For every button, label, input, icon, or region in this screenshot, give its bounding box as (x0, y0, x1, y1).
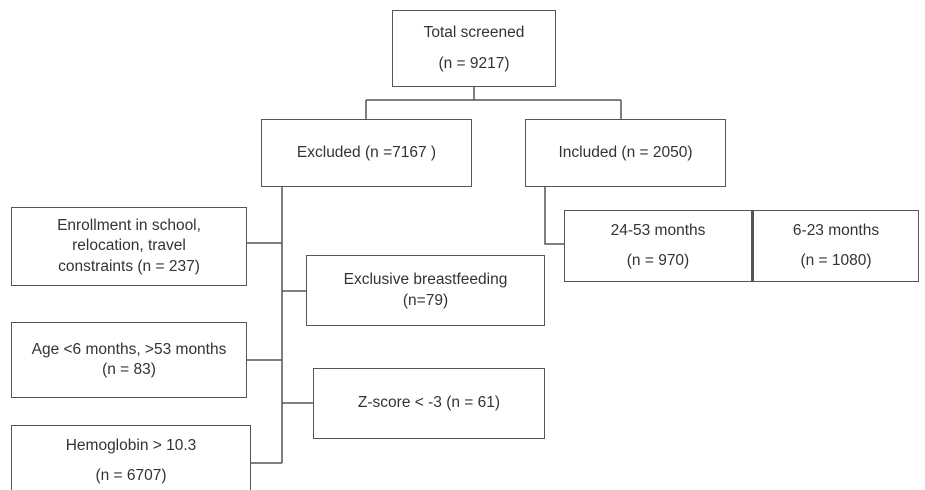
age-exclusion-box: Age <6 months, >53 months (n = 83) (11, 322, 247, 398)
group-24-53-count: (n = 970) (626, 252, 690, 269)
connector-included-groups (544, 187, 564, 245)
enrollment-line-2: relocation, travel (72, 237, 186, 255)
zscore-exclusion-box: Z-score < -3 (n = 61) (313, 368, 545, 439)
total-screened-label: Total screened (423, 24, 525, 42)
included-box: Included (n = 2050) (525, 119, 726, 187)
group-6-23-label: 6-23 months (792, 221, 880, 239)
total-screened-count: (n = 9217) (438, 54, 510, 72)
breastfeeding-label: Exclusive breastfeeding (343, 271, 508, 289)
zscore-label: Z-score < -3 (n = 61) (357, 394, 501, 412)
group-6-23-count: (n = 1080) (800, 252, 872, 269)
breastfeeding-count: (n=79) (402, 291, 449, 309)
breastfeeding-exclusion-box: Exclusive breastfeeding (n=79) (306, 255, 545, 326)
group-24-53-label: 24-53 months (610, 221, 706, 239)
excluded-box: Excluded (n =7167 ) (261, 119, 472, 187)
hemoglobin-label: Hemoglobin > 10.3 (65, 436, 197, 454)
age-count: (n = 83) (102, 361, 156, 378)
included-label: Included (n = 2050) (558, 143, 693, 161)
hemoglobin-exclusion-box: Hemoglobin > 10.3 (n = 6707) (11, 425, 251, 490)
age-label: Age <6 months, >53 months (31, 340, 227, 358)
connector-total-split (365, 87, 622, 119)
enrollment-exclusion-box: Enrollment in school, relocation, travel… (11, 207, 247, 286)
enrollment-line-3: constraints (n = 237) (58, 257, 200, 275)
excluded-label: Excluded (n =7167 ) (296, 143, 437, 161)
enrollment-line-1: Enrollment in school, (57, 217, 201, 235)
total-screened-box: Total screened (n = 9217) (392, 10, 556, 87)
group-6-23-months-box: 6-23 months (n = 1080) (752, 210, 919, 282)
hemoglobin-count: (n = 6707) (95, 467, 167, 484)
group-24-53-months-box: 24-53 months (n = 970) (564, 210, 752, 282)
